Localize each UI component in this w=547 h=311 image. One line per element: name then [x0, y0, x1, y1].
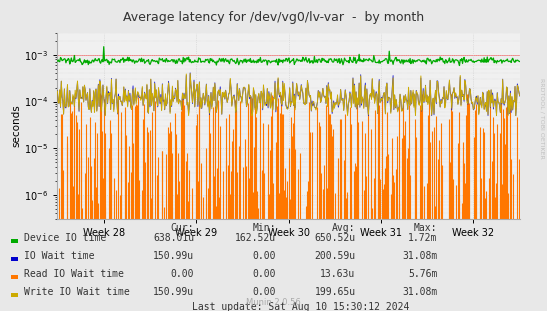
Text: Cur:: Cur:	[171, 223, 194, 233]
Text: Max:: Max:	[414, 223, 438, 233]
Text: 5.76m: 5.76m	[408, 269, 438, 279]
Text: 638.01u: 638.01u	[153, 233, 194, 243]
Text: 1.72m: 1.72m	[408, 233, 438, 243]
Text: 31.08m: 31.08m	[403, 251, 438, 261]
Text: 13.63u: 13.63u	[321, 269, 356, 279]
Text: IO Wait time: IO Wait time	[24, 251, 94, 261]
Text: Average latency for /dev/vg0/lv-var  -  by month: Average latency for /dev/vg0/lv-var - by…	[123, 11, 424, 24]
Text: Read IO Wait time: Read IO Wait time	[24, 269, 124, 279]
Text: Min:: Min:	[253, 223, 276, 233]
Text: 0.00: 0.00	[253, 251, 276, 261]
Text: RRDTOOL / TOBI OETIKER: RRDTOOL / TOBI OETIKER	[539, 78, 544, 159]
Text: Munin 2.0.56: Munin 2.0.56	[246, 298, 301, 307]
Text: 150.99u: 150.99u	[153, 287, 194, 297]
Text: 0.00: 0.00	[171, 269, 194, 279]
Text: 199.65u: 199.65u	[315, 287, 356, 297]
Text: 150.99u: 150.99u	[153, 251, 194, 261]
Text: 200.59u: 200.59u	[315, 251, 356, 261]
Y-axis label: seconds: seconds	[11, 104, 21, 147]
Text: Avg:: Avg:	[332, 223, 356, 233]
Text: Device IO time: Device IO time	[24, 233, 106, 243]
Text: 0.00: 0.00	[253, 287, 276, 297]
Text: 31.08m: 31.08m	[403, 287, 438, 297]
Text: 650.52u: 650.52u	[315, 233, 356, 243]
Text: Write IO Wait time: Write IO Wait time	[24, 287, 129, 297]
Text: 162.52u: 162.52u	[235, 233, 276, 243]
Text: Last update: Sat Aug 10 15:30:12 2024: Last update: Sat Aug 10 15:30:12 2024	[192, 302, 410, 311]
Text: 0.00: 0.00	[253, 269, 276, 279]
